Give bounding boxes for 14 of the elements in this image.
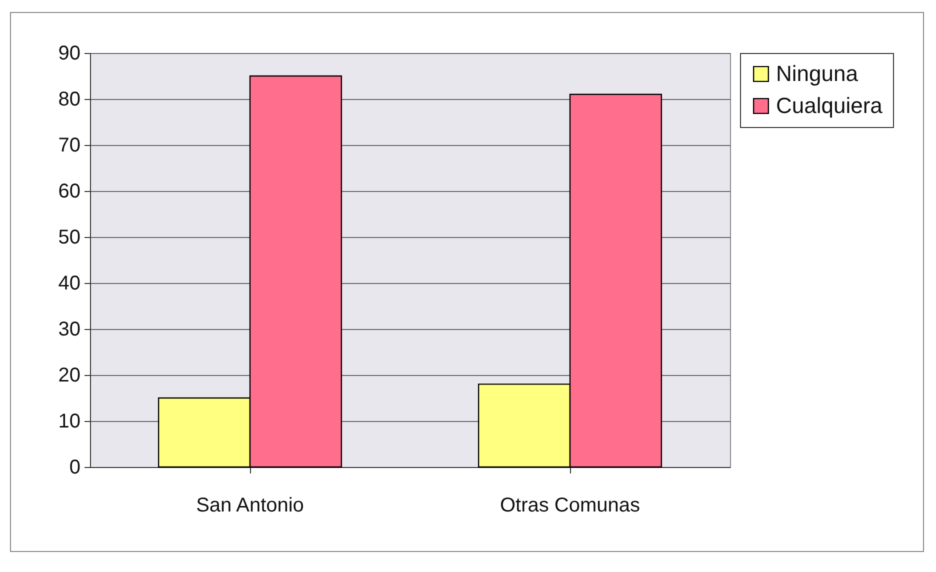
y-tick-label: 80 (58, 88, 80, 110)
y-tick-label: 0 (69, 456, 80, 478)
y-tick-label: 10 (58, 410, 80, 432)
y-tick-label: 90 (58, 42, 80, 64)
legend-label: Cualquiera (776, 93, 884, 118)
y-tick-label: 70 (58, 134, 80, 156)
y-tick-label: 50 (58, 226, 80, 248)
y-tick-label: 20 (58, 364, 80, 386)
y-tick-label: 40 (58, 272, 80, 294)
x-tick-label: Otras Comunas (500, 494, 640, 516)
y-tick-label: 30 (58, 318, 80, 340)
legend-label: Ninguna (776, 61, 859, 86)
y-tick-label: 60 (58, 180, 80, 202)
x-tick-label: San Antonio (196, 494, 304, 516)
